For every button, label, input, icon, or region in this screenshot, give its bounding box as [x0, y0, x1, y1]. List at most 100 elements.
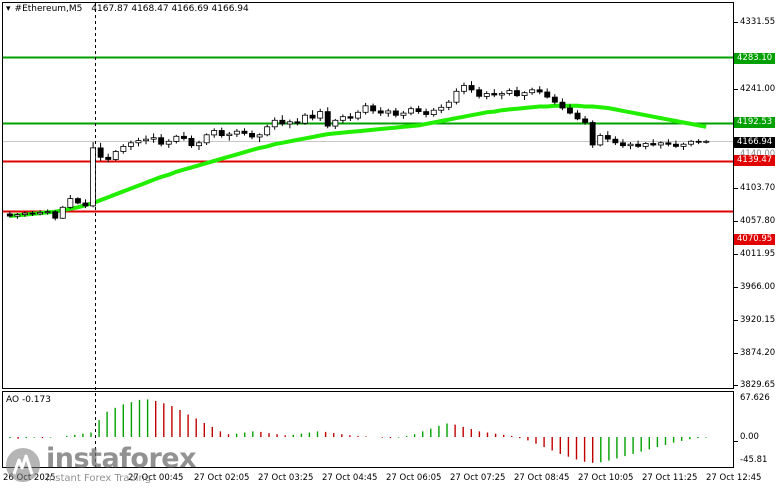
candle-body [476, 89, 483, 97]
candle-body [82, 202, 89, 207]
candle-body [249, 132, 255, 138]
candle-body [294, 121, 301, 124]
main-pane-frame [2, 2, 734, 389]
candle-body [514, 90, 520, 97]
candle-body [339, 116, 346, 121]
candle-body [688, 140, 694, 145]
candle-body [370, 105, 377, 112]
ao-indicator-label: AO -0.173 [6, 395, 51, 405]
ma-line [9, 103, 707, 218]
watermark-tagline: Instant Forex Trading [46, 473, 152, 484]
candle-body [635, 143, 642, 147]
time-axis-label: 27 Oct 11:25 [642, 473, 698, 483]
candle-body [90, 147, 96, 207]
candle-body [347, 116, 354, 119]
candle-body [355, 111, 361, 119]
candle-body [44, 211, 51, 214]
candle-body [620, 142, 626, 147]
dropdown-arrow-icon[interactable]: ▾ [6, 4, 11, 14]
price-axis-label: 4103.70 [740, 183, 776, 193]
price-axis-label: 3829.65 [740, 380, 776, 390]
candle-body [188, 137, 195, 147]
candle-body [158, 137, 165, 145]
candle-body [551, 96, 558, 103]
candle-body [241, 130, 248, 134]
candle-body [423, 111, 430, 115]
price-axis-ticks [733, 22, 738, 442]
candle-body [574, 112, 581, 120]
candle-body [445, 101, 452, 108]
time-axis-label: 27 Oct 12:45 [706, 473, 762, 483]
candle-body [400, 112, 407, 116]
watermark-brand: instaforex [46, 443, 197, 474]
candle-body [650, 143, 657, 146]
candle-body [203, 134, 210, 144]
candle-body [180, 135, 187, 139]
candle-body [196, 142, 202, 147]
symbol-label: #Ethereum,M5 [14, 4, 83, 14]
candle-body [665, 142, 672, 145]
time-axis-label: 27 Oct 08:45 [514, 473, 570, 483]
ohlc-values: 4167.87 4168.47 4166.69 4166.94 [91, 4, 249, 14]
candle-body [286, 121, 293, 125]
candle-body [627, 143, 634, 147]
candle-body [264, 126, 271, 136]
candle-body [271, 119, 278, 128]
candle-body [302, 114, 308, 124]
ao-axis-label: 0.00 [740, 432, 759, 442]
candle-body [703, 140, 710, 143]
candle-body [150, 137, 157, 140]
price-axis-label: 3874.20 [740, 348, 776, 358]
ao-pane-frame [2, 391, 734, 468]
candle-body [309, 114, 316, 119]
candle-body [14, 214, 21, 217]
candle-body [21, 212, 28, 216]
candle-body [521, 92, 528, 96]
candle-body [120, 145, 127, 152]
candle-body [135, 140, 142, 144]
candle-body [97, 147, 104, 158]
ao-axis-label: -45.81 [740, 455, 768, 465]
candle-body [468, 85, 475, 91]
candle-body [695, 140, 702, 143]
candle-body [408, 108, 414, 114]
candle-body [498, 93, 505, 96]
candle-body [529, 89, 536, 94]
time-axis-label: 27 Oct 06:05 [386, 473, 442, 483]
candle-body [483, 93, 490, 97]
candle-body [582, 118, 589, 123]
candle-body [75, 198, 81, 204]
level-tag-support-lower: 4070.95 [734, 234, 776, 245]
candle-body [506, 90, 513, 94]
level-tag-resistance-upper: 4283.10 [734, 53, 776, 64]
candle-body [317, 111, 324, 119]
time-axis-label: 27 Oct 07:25 [450, 473, 506, 483]
candle-body [37, 211, 43, 215]
candle-body [112, 151, 119, 160]
level-lines [3, 56, 733, 213]
candle-body [589, 122, 596, 146]
candle-body [362, 105, 369, 113]
candle-body [392, 110, 399, 116]
candle-body [127, 142, 134, 147]
candle-body [52, 211, 59, 219]
price-axis-label: 4011.95 [740, 249, 776, 259]
candle-body [211, 130, 218, 136]
candle-body [279, 119, 286, 125]
time-axis-label: 27 Oct 10:05 [578, 473, 634, 483]
candlesticks [6, 81, 710, 221]
candle-body [415, 108, 422, 112]
candle-body [559, 101, 566, 109]
candle-body [657, 142, 664, 146]
candle-body [567, 107, 573, 114]
candle-body [59, 206, 66, 219]
chart-title: ▾ #Ethereum,M5 4167.87 4168.47 4166.69 41… [6, 4, 249, 14]
candle-body [256, 134, 263, 138]
time-axis-label: 27 Oct 04:45 [322, 473, 378, 483]
price-axis-label: 4057.80 [740, 216, 776, 226]
time-axis-label: 27 Oct 00:45 [128, 473, 184, 483]
moving-average [9, 103, 707, 218]
candle-body [233, 130, 240, 135]
